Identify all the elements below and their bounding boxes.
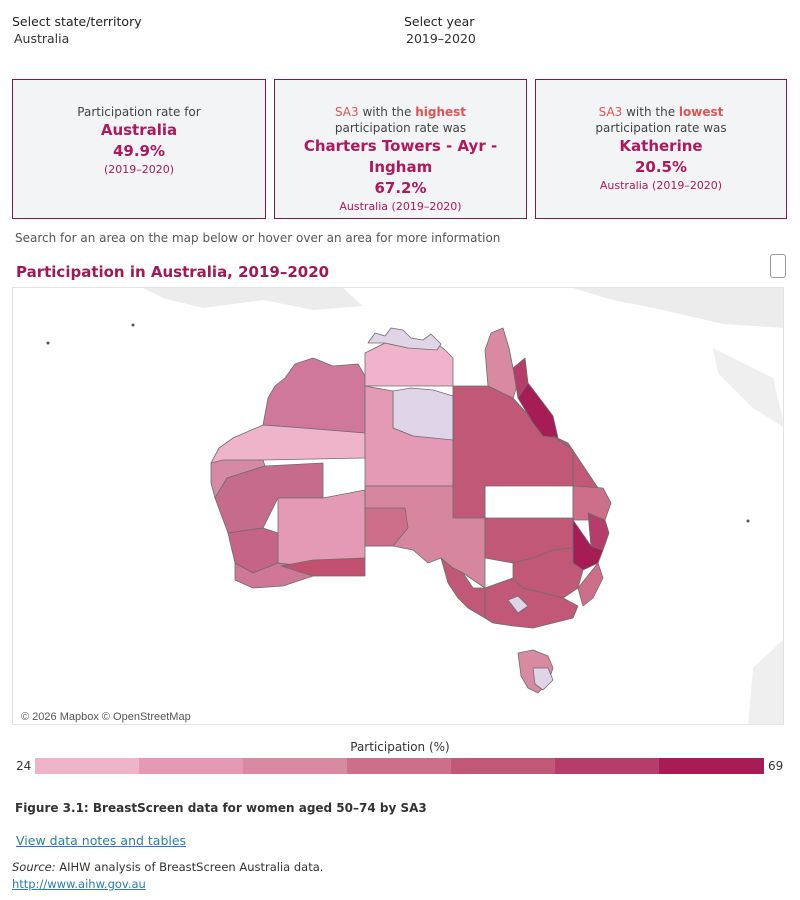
- map-title: Participation in Australia, 2019–2020: [16, 263, 330, 281]
- legend-swatch: [659, 758, 764, 774]
- legend-swatch: [347, 758, 452, 774]
- legend-swatch: [243, 758, 348, 774]
- map-instruction: Search for an area on the map below or h…: [15, 231, 501, 245]
- island-dot: [131, 323, 135, 327]
- overall-label: Participation rate for: [77, 105, 201, 119]
- background-landmass: [748, 639, 783, 724]
- highest-scope: Australia (2019–2020): [339, 200, 462, 213]
- lowest-label-line1: SA3 with the lowest: [598, 105, 724, 119]
- region-melbourne-inner: [507, 595, 529, 614]
- region-tiwi-islands: [367, 327, 442, 351]
- overall-rate-card: Participation rate for Australia 49.9% (…: [12, 79, 266, 219]
- legend-swatch: [139, 758, 244, 774]
- region-goldfields: [277, 489, 366, 569]
- map-attribution: © 2026 Mapbox © OpenStreetMap: [21, 711, 191, 723]
- overall-rate: 49.9%: [112, 142, 166, 160]
- region-outback-qld: [452, 385, 574, 519]
- highest-label-line1: SA3 with the highest: [334, 105, 467, 119]
- legend-swatch: [555, 758, 660, 774]
- region-brisbane: [587, 512, 610, 551]
- view-data-notes-link[interactable]: View data notes and tables: [16, 833, 187, 848]
- background-landmass: [573, 288, 783, 328]
- highest-place: Charters Towers - Ayr - Ingham: [303, 137, 498, 176]
- year-filter-dropdown[interactable]: 2019–2020: [406, 31, 476, 46]
- island-dot: [46, 341, 50, 345]
- region-esperance: [280, 557, 366, 577]
- region-charters-towers: [517, 382, 559, 439]
- legend-swatch: [451, 758, 556, 774]
- lowest-scope: Australia (2019–2020): [599, 179, 723, 192]
- region-victoria: [484, 577, 579, 629]
- lowest-rate-card: SA3 with the lowest participation rate w…: [535, 79, 787, 219]
- highest-rate-card: SA3 with the highest participation rate …: [274, 79, 527, 219]
- source-line: Source: AIHW analysis of BreastScreen Au…: [12, 860, 324, 874]
- map-canvas[interactable]: © 2026 Mapbox © OpenStreetMap: [13, 288, 784, 725]
- lowest-place: Katherine: [619, 137, 703, 155]
- region-eyre: [364, 507, 409, 547]
- island-dot: [746, 519, 750, 523]
- legend-title: Participation (%): [350, 740, 450, 754]
- year-filter-label: Select year: [404, 14, 475, 29]
- legend-max-label: 69: [768, 759, 784, 773]
- overall-period: (2019–2020): [103, 163, 175, 176]
- highest-rate: 67.2%: [374, 179, 427, 197]
- state-filter-dropdown[interactable]: Australia: [14, 31, 70, 46]
- background-landmass: [143, 288, 363, 310]
- region-pilbara: [210, 424, 366, 464]
- legend-min-label: 24: [16, 759, 32, 773]
- state-filter-label: Select state/territory: [12, 14, 142, 29]
- lowest-rate: 20.5%: [634, 158, 688, 176]
- aihw-url-link[interactable]: http://www.aihw.gov.au: [12, 877, 146, 891]
- map-search-toggle[interactable]: [770, 254, 786, 278]
- region-bundaberg: [572, 485, 612, 521]
- highest-label-line2: participation rate was: [334, 121, 467, 135]
- region-kimberley: [262, 357, 366, 434]
- region-sydney: [577, 562, 604, 607]
- legend-color-scale: [35, 758, 764, 774]
- overall-place: Australia: [100, 121, 178, 139]
- lowest-label-line2: participation rate was: [595, 121, 727, 135]
- background-landmass: [713, 348, 783, 427]
- sa3-choropleth-map[interactable]: © 2026 Mapbox © OpenStreetMap: [12, 287, 784, 725]
- figure-caption: Figure 3.1: BreastScreen data for women …: [15, 801, 427, 815]
- legend-swatch: [35, 758, 140, 774]
- region-tasmania-south: [532, 667, 554, 691]
